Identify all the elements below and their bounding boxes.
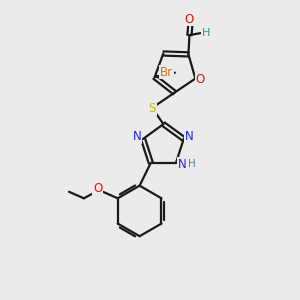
Text: O: O (196, 73, 205, 86)
Text: Br: Br (160, 65, 173, 79)
Text: S: S (148, 102, 156, 115)
Text: O: O (93, 182, 102, 195)
Text: N: N (185, 130, 194, 143)
Text: H: H (202, 28, 210, 38)
Text: N: N (133, 130, 142, 143)
Text: N: N (178, 158, 186, 171)
Text: H: H (188, 159, 195, 169)
Text: O: O (185, 13, 194, 26)
